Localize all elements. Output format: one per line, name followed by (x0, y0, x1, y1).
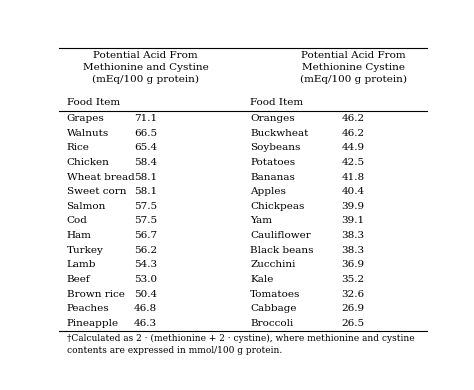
Text: Brown rice: Brown rice (66, 289, 125, 299)
Text: 71.1: 71.1 (134, 114, 157, 123)
Text: 53.0: 53.0 (134, 275, 157, 284)
Text: 40.4: 40.4 (342, 187, 365, 196)
Text: Wheat bread: Wheat bread (66, 173, 134, 182)
Text: Tomatoes: Tomatoes (250, 289, 301, 299)
Text: 38.3: 38.3 (342, 231, 365, 240)
Text: Apples: Apples (250, 187, 286, 196)
Text: Food Item: Food Item (66, 98, 120, 107)
Text: Soybeans: Soybeans (250, 144, 301, 152)
Text: 50.4: 50.4 (134, 289, 157, 299)
Text: Oranges: Oranges (250, 114, 295, 123)
Text: Buckwheat: Buckwheat (250, 129, 309, 138)
Text: 58.4: 58.4 (134, 158, 157, 167)
Text: Peaches: Peaches (66, 304, 109, 313)
Text: Potatoes: Potatoes (250, 158, 295, 167)
Text: 66.5: 66.5 (134, 129, 157, 138)
Text: Zucchini: Zucchini (250, 260, 296, 269)
Text: Potential Acid From
Methionine and Cystine
(mEq/100 g protein): Potential Acid From Methionine and Cysti… (82, 51, 209, 84)
Text: Yam: Yam (250, 216, 272, 225)
Text: 46.3: 46.3 (134, 319, 157, 328)
Text: 54.3: 54.3 (134, 260, 157, 269)
Text: 58.1: 58.1 (134, 173, 157, 182)
Text: Black beans: Black beans (250, 246, 314, 255)
Text: Cauliflower: Cauliflower (250, 231, 311, 240)
Text: Broccoli: Broccoli (250, 319, 293, 328)
Text: 39.1: 39.1 (342, 216, 365, 225)
Text: 58.1: 58.1 (134, 187, 157, 196)
Text: 46.8: 46.8 (134, 304, 157, 313)
Text: 56.2: 56.2 (134, 246, 157, 255)
Text: 26.5: 26.5 (342, 319, 365, 328)
Text: 56.7: 56.7 (134, 231, 157, 240)
Text: †Calculated as 2 · (methionine + 2 · cystine), where methionine and cystine
cont: †Calculated as 2 · (methionine + 2 · cys… (66, 333, 414, 355)
Text: 39.9: 39.9 (342, 202, 365, 211)
Text: Pineapple: Pineapple (66, 319, 118, 328)
Text: 46.2: 46.2 (342, 129, 365, 138)
Text: Lamb: Lamb (66, 260, 96, 269)
Text: Sweet corn: Sweet corn (66, 187, 126, 196)
Text: Ham: Ham (66, 231, 91, 240)
Text: Walnuts: Walnuts (66, 129, 109, 138)
Text: Cabbage: Cabbage (250, 304, 297, 313)
Text: Beef: Beef (66, 275, 90, 284)
Text: Potential Acid From
Methionine Cystine
(mEq/100 g protein): Potential Acid From Methionine Cystine (… (300, 51, 407, 84)
Text: 32.6: 32.6 (342, 289, 365, 299)
Text: Food Item: Food Item (250, 98, 303, 107)
Text: Chicken: Chicken (66, 158, 109, 167)
Text: 41.8: 41.8 (342, 173, 365, 182)
Text: 42.5: 42.5 (342, 158, 365, 167)
Text: 26.9: 26.9 (342, 304, 365, 313)
Text: 46.2: 46.2 (342, 114, 365, 123)
Text: Bananas: Bananas (250, 173, 295, 182)
Text: Turkey: Turkey (66, 246, 103, 255)
Text: Grapes: Grapes (66, 114, 104, 123)
Text: Cod: Cod (66, 216, 88, 225)
Text: 36.9: 36.9 (342, 260, 365, 269)
Text: 44.9: 44.9 (342, 144, 365, 152)
Text: 35.2: 35.2 (342, 275, 365, 284)
Text: 57.5: 57.5 (134, 202, 157, 211)
Text: Kale: Kale (250, 275, 273, 284)
Text: 65.4: 65.4 (134, 144, 157, 152)
Text: Rice: Rice (66, 144, 90, 152)
Text: 38.3: 38.3 (342, 246, 365, 255)
Text: 57.5: 57.5 (134, 216, 157, 225)
Text: Chickpeas: Chickpeas (250, 202, 305, 211)
Text: Salmon: Salmon (66, 202, 106, 211)
